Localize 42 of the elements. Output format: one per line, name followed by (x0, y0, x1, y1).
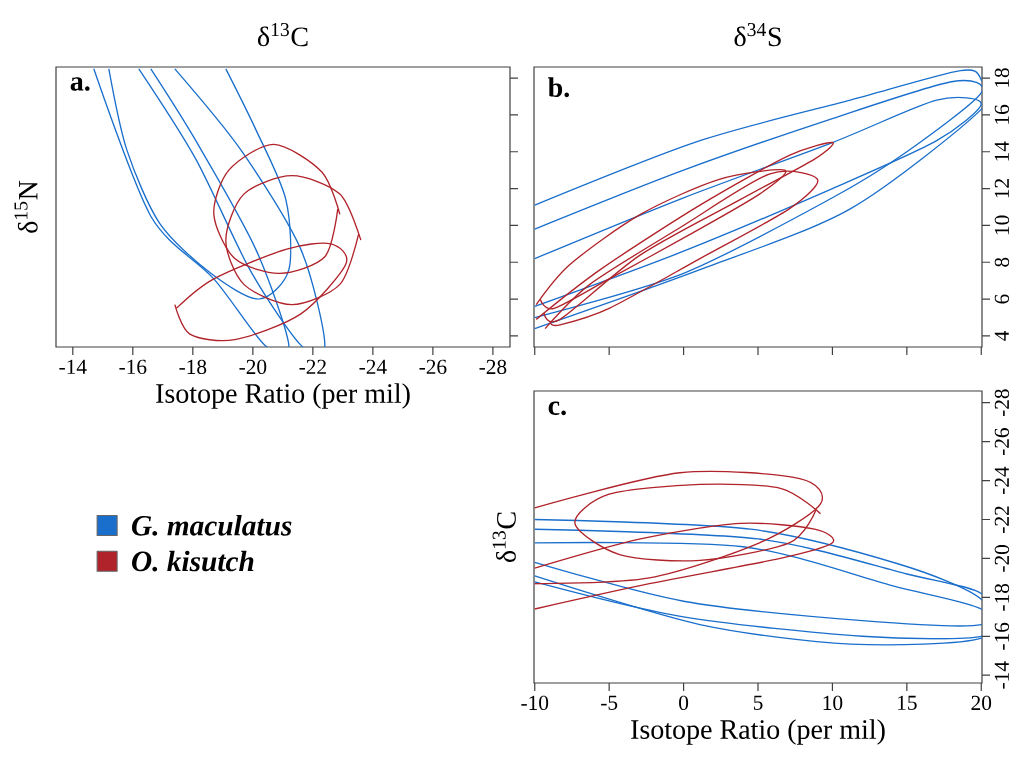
x-tick-label: -16 (119, 359, 147, 375)
y-axis-title: δ$^{15}$N (14, 180, 38, 233)
x-tick-label: -18 (179, 359, 207, 375)
y-tick-label: -16 (994, 622, 1010, 650)
y-tick-label: 4 (994, 330, 1009, 341)
annotation: b. (548, 77, 570, 98)
y-tick-label: 18 (994, 68, 1010, 87)
chart-title: δ$^{34}$S (734, 23, 781, 47)
x-tick-label: 20 (971, 695, 992, 711)
y-tick-label: 6 (994, 294, 1010, 304)
chart-title: δ$^{13}$C (257, 23, 308, 47)
legend-label: G. maculatus (131, 515, 292, 536)
x-tick-label: -14 (59, 359, 87, 374)
y-tick-label: -28 (994, 389, 1010, 417)
y-tick-label: -20 (994, 545, 1010, 572)
y-tick-label: -14 (994, 661, 1009, 689)
y-tick-label: -22 (994, 506, 1009, 533)
x-tick-label: -10 (521, 695, 549, 711)
annotation: a. (70, 77, 90, 91)
x-tick-label: 15 (898, 695, 917, 710)
y-tick-label: 14 (994, 141, 1009, 161)
x-axis-title: Isotope Ratio (per mil) (156, 383, 410, 409)
x-tick-label: -24 (359, 359, 387, 374)
x-tick-label: 10 (823, 695, 843, 711)
y-tick-label: 12 (994, 179, 1009, 198)
y-tick-label: -24 (994, 466, 1009, 494)
x-tick-label: -20 (239, 359, 267, 375)
x-axis-title: Isotope Ratio (per mil) (631, 719, 885, 745)
y-tick-label: -26 (994, 428, 1010, 456)
x-tick-label: -26 (419, 359, 447, 375)
legend-label: O. kisutch (132, 550, 254, 572)
x-tick-label: -22 (299, 359, 326, 374)
y-axis-title: δ$^{13}$C (492, 512, 516, 563)
x-tick-label: -28 (479, 359, 507, 375)
y-tick-label: -18 (994, 583, 1010, 611)
y-tick-label: 8 (994, 257, 1010, 267)
y-tick-label: 10 (994, 215, 1010, 235)
annotation: c. (548, 401, 566, 416)
x-tick-label: 0 (679, 695, 689, 711)
y-tick-label: 16 (994, 104, 1010, 124)
x-tick-label: 5 (753, 695, 763, 710)
x-tick-label: -5 (601, 695, 618, 710)
